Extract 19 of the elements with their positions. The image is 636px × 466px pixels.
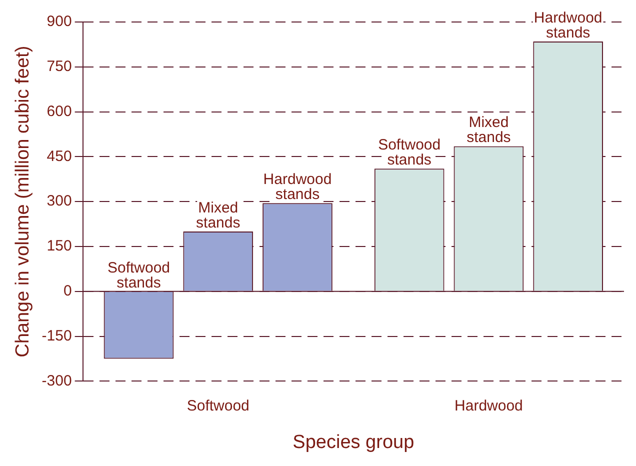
text: Softwood stands	[378, 136, 441, 169]
y-tick-label: 900	[46, 13, 72, 30]
y-tick-label: -300	[42, 372, 72, 390]
text: Mixed stands	[466, 114, 511, 146]
x-tick-label: Softwood	[186, 397, 250, 414]
series-label: Softwood stands	[107, 259, 170, 292]
series-label: Hardwood stands	[263, 171, 332, 204]
y-tick-label: 150	[46, 238, 72, 255]
y-tick-label: 450	[46, 148, 72, 165]
y-axis-title: Change in volume (million cubic feet)	[12, 46, 34, 358]
y-tick-label: 750	[46, 58, 72, 76]
y-tick-label: -150	[42, 327, 72, 344]
y-tick-label: 0	[63, 282, 72, 300]
series-label: Mixed stands	[196, 200, 240, 232]
text: Hardwood stands	[534, 9, 602, 42]
y-tick-label: 300	[46, 192, 72, 210]
x-axis-title: Species group	[292, 432, 414, 453]
y-tick-label: 600	[46, 102, 72, 120]
x-tick-label: Hardwood	[454, 397, 523, 414]
